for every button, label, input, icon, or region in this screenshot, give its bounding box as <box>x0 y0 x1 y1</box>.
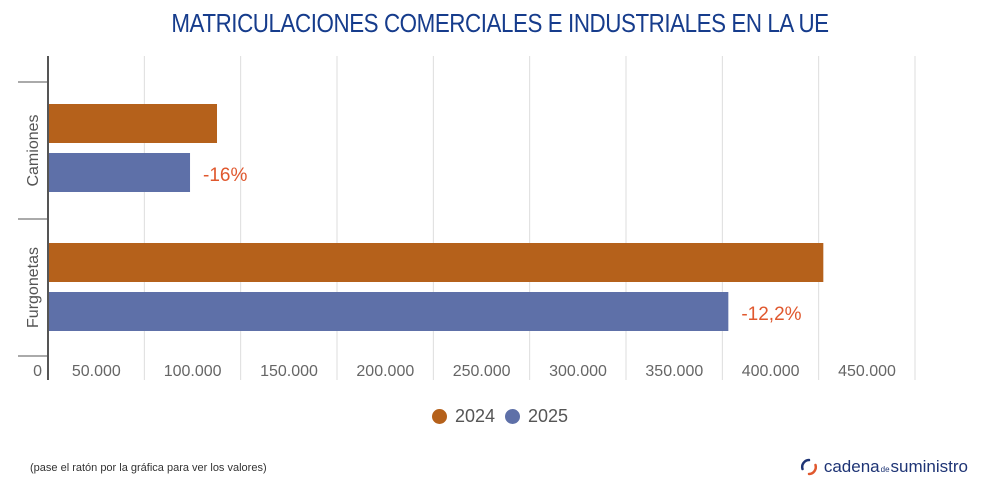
brand-name-part2: de <box>880 465 890 474</box>
bar-furgonetas-2025[interactable] <box>49 292 729 331</box>
category-label: Camiones <box>25 114 42 186</box>
x-tick-label: 450.000 <box>838 363 896 380</box>
x-tick-label: 350.000 <box>645 363 703 380</box>
x-tick-label: 100.000 <box>164 363 222 380</box>
x-tick-label: 0 <box>33 363 42 380</box>
legend-label-2025: 2025 <box>528 406 569 426</box>
x-tick-label: 150.000 <box>260 363 318 380</box>
bar-camiones-2024[interactable] <box>49 104 218 143</box>
legend-label-2024: 2024 <box>454 406 495 426</box>
change-percent-label: -16% <box>203 165 247 186</box>
bar-furgonetas-2024[interactable] <box>49 243 824 282</box>
legend-dot-2025-icon <box>505 409 520 424</box>
change-percent-label: -12,2% <box>741 304 801 325</box>
chart-title: MATRICULACIONES COMERCIALES E INDUSTRIAL… <box>171 8 829 38</box>
brand-name-part1: cadena <box>823 457 880 476</box>
x-tick-label: 400.000 <box>742 363 800 380</box>
category-label: Furgonetas <box>25 247 42 328</box>
brand-cycle-icon <box>800 458 817 476</box>
x-tick-label: 300.000 <box>549 363 607 380</box>
legend-item-2024[interactable]: 2024 <box>431 406 495 427</box>
hover-hint: (pase el ratón por la gráfica para ver l… <box>30 462 267 474</box>
brand-name-part3: suministro <box>890 457 968 476</box>
legend-dot-2024-icon <box>431 409 447 424</box>
legend: 2024 2025 <box>0 406 1000 427</box>
bar-camiones-2025[interactable] <box>49 153 191 192</box>
x-tick-label: 250.000 <box>453 363 511 380</box>
x-tick-label: 50.000 <box>72 363 121 380</box>
bar-chart[interactable]: 0 50.000 100.000 150.000 200.000 250.000 300.0… <box>0 0 1000 400</box>
x-tick-label: 200.000 <box>356 363 414 380</box>
brand-logo: cadenadesuministro <box>800 457 968 477</box>
legend-item-2025[interactable]: 2025 <box>505 406 568 427</box>
